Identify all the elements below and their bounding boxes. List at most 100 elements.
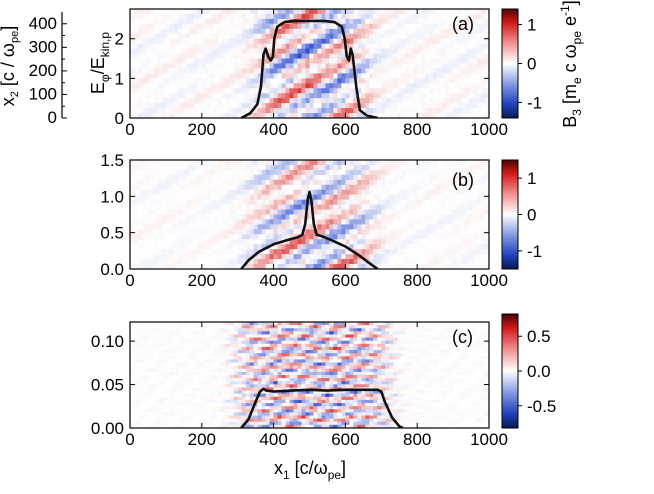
heatmap-cell	[445, 325, 450, 329]
heatmap-cell	[365, 199, 370, 205]
heatmap-cell	[373, 160, 378, 166]
heatmap-cell	[257, 58, 263, 64]
heatmap-cell	[481, 199, 486, 205]
heatmap-cell	[293, 244, 298, 250]
heatmap-cell	[325, 334, 330, 338]
heatmap-cell	[257, 73, 263, 79]
heatmap-cell	[369, 23, 374, 30]
heatmap-cell	[421, 194, 426, 201]
heatmap-cell	[205, 113, 211, 118]
heatmap-cell	[357, 169, 362, 176]
heatmap-cell	[425, 108, 430, 114]
heatmap-cell	[197, 239, 203, 245]
heatmap-cell	[141, 28, 147, 35]
heatmap-cell	[329, 53, 334, 59]
heatmap-cell	[130, 53, 135, 59]
heatmap-cell	[321, 239, 326, 245]
heatmap-cell	[225, 98, 231, 104]
heatmap-cell	[389, 229, 394, 235]
heatmap-cell	[453, 174, 458, 181]
heatmap-cell	[241, 103, 247, 109]
heatmap-cell	[377, 334, 382, 338]
heatmap-cell	[185, 353, 191, 357]
heatmap-cell	[289, 340, 294, 345]
heatmap-cell	[173, 244, 179, 250]
panel-label-a: (a)	[452, 14, 474, 34]
heatmap-cell	[185, 214, 191, 220]
heatmap-cell	[381, 63, 386, 69]
heatmap-cell	[309, 33, 314, 40]
heatmap-cell	[277, 13, 282, 20]
heatmap-cell	[385, 9, 390, 15]
heatmap-cell	[453, 88, 458, 94]
heatmap-cell	[389, 98, 394, 104]
heatmap-cell	[477, 322, 482, 326]
heatmap-cell	[337, 239, 342, 245]
heatmap-cell	[377, 249, 382, 255]
heatmap-cell	[189, 331, 195, 335]
heatmap-cell	[269, 340, 274, 345]
heatmap-cell	[421, 174, 426, 181]
heatmap-a	[130, 9, 489, 118]
heatmap-cell	[137, 254, 143, 260]
heatmap-cell	[421, 249, 426, 255]
heatmap-cell	[485, 28, 489, 35]
heatmap-cell	[449, 199, 454, 205]
heatmap-cell	[237, 38, 243, 45]
heatmap-cell	[181, 219, 187, 225]
heatmap-cell	[141, 194, 147, 201]
heatmap-cell	[145, 259, 151, 265]
heatmap-cell	[157, 174, 163, 181]
heatmap-cell	[393, 103, 398, 109]
heatmap-cell	[353, 189, 358, 196]
heatmap-cell	[277, 103, 282, 109]
heatmap-cell	[369, 108, 374, 114]
heatmap-cell	[473, 28, 478, 35]
heatmap-cell	[233, 28, 239, 35]
heatmap-cell	[285, 264, 290, 269]
heatmap-cell	[265, 179, 271, 186]
heatmap-cell	[213, 350, 219, 354]
heatmap-cell	[413, 340, 418, 345]
heatmap-cell	[329, 204, 334, 210]
heatmap-cell	[177, 264, 183, 269]
heatmap-cell	[357, 164, 362, 171]
heatmap-cell	[357, 189, 362, 196]
heatmap-cell	[365, 98, 370, 104]
heatmap-cell	[421, 209, 426, 215]
heatmap-cell	[413, 33, 418, 40]
heatmap-cell	[365, 184, 370, 191]
heatmap-cell	[345, 249, 350, 255]
heatmap-cell	[437, 113, 442, 118]
heatmap-cell	[229, 48, 235, 54]
heatmap-cell	[277, 331, 282, 335]
heatmap-cell	[133, 214, 139, 220]
heatmap-cell	[137, 194, 143, 201]
heatmap-cell	[201, 328, 207, 332]
heatmap-cell	[157, 189, 163, 196]
heatmap-cell	[193, 83, 199, 89]
heatmap-cell	[329, 23, 334, 30]
heatmap-cell	[405, 325, 410, 329]
heatmap-cell	[313, 93, 318, 99]
heatmap-cell	[229, 98, 235, 104]
heatmap-cell	[397, 259, 402, 265]
heatmap-cell	[417, 18, 422, 25]
heatmap-cell	[149, 63, 155, 69]
heatmap-cell	[357, 113, 362, 118]
heatmap-cell	[221, 23, 227, 30]
heatmap-cell	[353, 219, 358, 225]
heatmap-cell	[357, 322, 362, 326]
heatmap-cell	[441, 174, 446, 181]
heatmap-cell	[385, 98, 390, 104]
heatmap-cell	[385, 214, 390, 220]
heatmap-cell	[133, 83, 139, 89]
heatmap-cell	[265, 43, 271, 50]
heatmap-cell	[409, 209, 414, 215]
heatmap-cell	[130, 33, 135, 40]
heatmap-cell	[333, 63, 338, 69]
heatmap-cell	[461, 160, 466, 166]
heatmap-cell	[377, 88, 382, 94]
heatmap-cell	[389, 350, 394, 354]
heatmap-cell	[257, 189, 263, 196]
